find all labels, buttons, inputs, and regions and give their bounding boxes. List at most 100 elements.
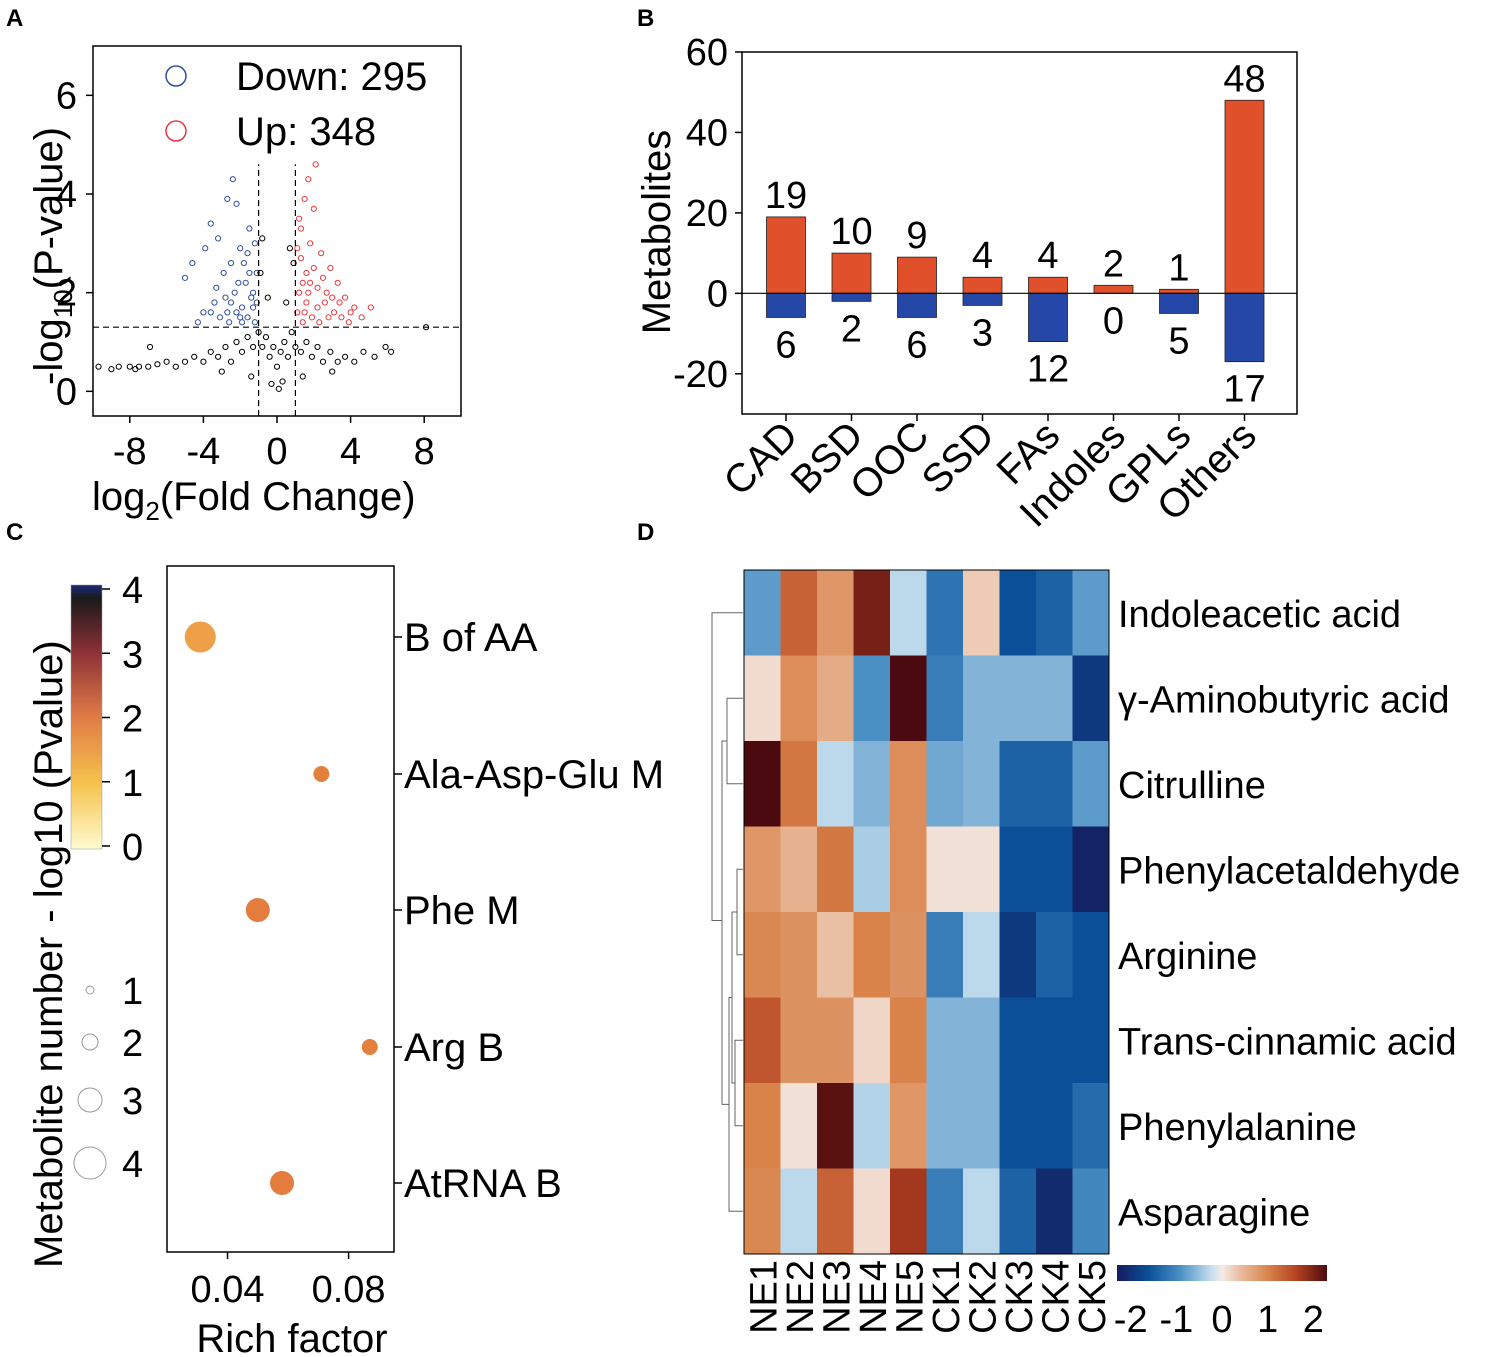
heatmap-cell	[890, 826, 927, 913]
volcano-x-axis-label-rest: (Fold Change)	[160, 475, 416, 519]
bar-up-bsd	[831, 252, 872, 294]
heatmap-cell	[817, 1083, 854, 1169]
heatmap-cell	[780, 997, 818, 1084]
volcano-x-axis-label-main: log	[92, 475, 145, 519]
heatmap-row-label: Trans-cinnamic acid	[1118, 1021, 1457, 1063]
heatmap-cell	[744, 826, 781, 913]
volcano-point-up	[301, 195, 308, 203]
volcano-point-ns	[145, 363, 152, 370]
volcano-point-up	[312, 161, 319, 168]
pathway-bubble	[245, 898, 270, 922]
heatmap-cell	[963, 912, 1000, 998]
bar-up-gpls	[1159, 288, 1199, 294]
heatmap-cell	[1072, 741, 1110, 827]
heatmap-cell	[926, 912, 964, 998]
heatmap-cell	[817, 570, 854, 656]
volcano-point-ns	[268, 380, 275, 388]
heatmap-cell	[963, 826, 1000, 913]
volcano-point-up	[299, 279, 306, 286]
volcano-point-up	[336, 299, 343, 306]
size-legend-circle	[85, 985, 95, 995]
volcano-point-down	[222, 294, 229, 301]
volcano-point-ns	[181, 358, 189, 365]
volcano-point-down	[226, 319, 233, 326]
dendrogram-branch	[726, 697, 743, 785]
heatmap-column-label: NE1	[743, 1260, 785, 1334]
volcano-point-ns	[334, 358, 341, 365]
pvalue-colorbar-tick-label: 4	[122, 570, 143, 612]
volcano-point-ns	[233, 338, 240, 346]
heatmap-cell	[744, 655, 781, 742]
bar-up-ooc	[897, 256, 937, 294]
volcano-point-ns	[290, 259, 297, 267]
heatmap-cell	[999, 912, 1037, 998]
heatmap-cell	[963, 1168, 1000, 1255]
volcano-point-ns	[238, 348, 246, 355]
heatmap-cell	[853, 826, 891, 913]
pathway-bubble	[313, 766, 330, 782]
heatmap-cell	[853, 655, 891, 742]
volcano-point-down	[238, 304, 246, 311]
volcano-point-up	[347, 309, 354, 316]
volcano-point-ns	[257, 269, 264, 277]
volcano-point-down	[181, 274, 189, 281]
volcano-point-ns	[132, 366, 139, 373]
pathway-label: Ala-Asp-Glu M	[404, 753, 664, 797]
volcano-point-down	[220, 269, 227, 277]
pathway-label: AtRNA B	[404, 1162, 562, 1206]
volcano-point-down	[237, 314, 244, 321]
legend-down-label: Down: 295	[236, 55, 427, 99]
volcano-point-down	[224, 195, 231, 203]
size-legend-circle	[73, 1146, 107, 1180]
heatmap-row-label: γ-Aminobutyric acid	[1118, 679, 1450, 721]
volcano-point-ns	[371, 353, 378, 360]
size-legend-title: Metabolite number	[27, 937, 71, 1268]
volcano-point-down	[240, 259, 247, 267]
bar-y-tick-label: -20	[673, 354, 728, 396]
colorbar-legend-title: - log10 (Pvalue)	[27, 640, 71, 922]
volcano-point-up	[367, 304, 374, 311]
volcano-point-ns	[259, 235, 266, 242]
bar-down-fas	[1028, 292, 1068, 343]
heatmap-colorbar-tick-label: -1	[1159, 1299, 1193, 1341]
volcano-y-tick-label: 6	[56, 75, 77, 117]
volcano-point-up	[295, 215, 303, 222]
volcano-point-down	[231, 289, 238, 296]
volcano-x-tick-label: -4	[187, 431, 221, 473]
bar-up-value-label: 1	[1168, 247, 1189, 289]
heatmap-colorbar	[1117, 1265, 1327, 1281]
volcano-point-ns	[297, 348, 305, 355]
bar-down-value-label: 0	[1103, 300, 1124, 342]
bar-down-ooc	[897, 292, 937, 318]
volcano-point-ns	[244, 333, 251, 341]
heatmap-colorbar-tick-label: -2	[1114, 1299, 1148, 1341]
bar-y-tick-label: 40	[686, 112, 728, 154]
volcano-point-ns	[284, 353, 292, 360]
volcano-point-ns	[115, 363, 122, 370]
volcano-point-up	[325, 314, 332, 321]
bar-up-value-label: 4	[972, 235, 993, 277]
heatmap-cell	[926, 655, 964, 742]
heatmap-cell	[853, 1083, 891, 1169]
heatmap-cell	[1072, 826, 1110, 913]
size-legend-label: 3	[122, 1081, 143, 1123]
heatmap-cell	[890, 912, 927, 998]
volcano-point-down	[211, 299, 218, 306]
volcano-point-up	[297, 255, 305, 262]
bar-chart-y-axis-label: Metabolites	[635, 130, 679, 335]
heatmap-cell	[817, 655, 854, 742]
pvalue-colorbar-tick-label: 2	[122, 699, 143, 741]
heatmap-cell	[999, 997, 1037, 1084]
heatmap-cell	[1036, 826, 1073, 913]
heatmap-cell	[890, 741, 927, 827]
volcano-point-up	[297, 225, 305, 232]
pathway-bubble	[361, 1039, 378, 1055]
heatmap-cell	[1036, 912, 1073, 998]
volcano-point-ns	[108, 366, 115, 373]
volcano-point-down	[224, 309, 231, 316]
heatmap-cell	[999, 655, 1037, 742]
heatmap-cell	[817, 912, 854, 998]
bar-down-value-label: 17	[1223, 369, 1265, 411]
heatmap-cell	[1036, 1083, 1073, 1169]
